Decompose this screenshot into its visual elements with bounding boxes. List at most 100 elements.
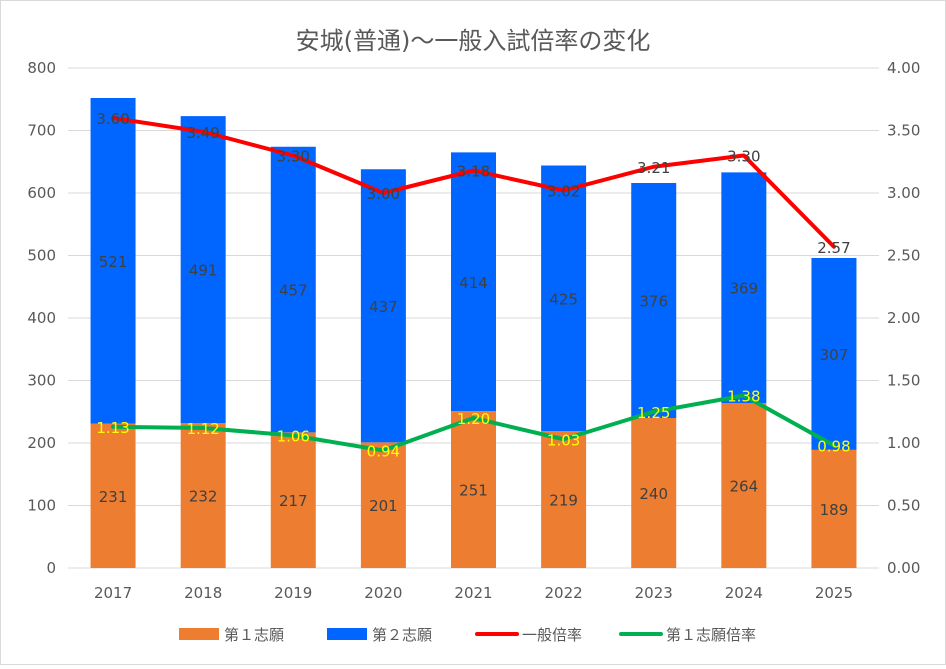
chart-title: 安城(普通)～一般入試倍率の変化 xyxy=(296,27,651,55)
bar-second-choice-2024 xyxy=(721,172,767,403)
general-rate-label: 3.60 xyxy=(96,110,129,128)
left-tick-label: 700 xyxy=(27,122,56,140)
bar-first-choice-2019 xyxy=(270,432,316,568)
x-tick-label: 2022 xyxy=(545,584,583,602)
x-tick-label: 2021 xyxy=(454,584,492,602)
bar-second-choice-2019 xyxy=(270,146,316,433)
bar-first-choice-2025 xyxy=(811,449,857,568)
left-tick-label: 300 xyxy=(27,372,56,390)
left-tick-label: 500 xyxy=(27,247,56,265)
left-tick-label: 0 xyxy=(46,559,56,577)
bar-second-choice-2021 xyxy=(451,152,496,412)
left-tick-label: 800 xyxy=(27,59,56,77)
general-rate-label: 3.02 xyxy=(547,183,580,201)
left-tick-label: 600 xyxy=(27,184,56,202)
bar-first-choice-2023 xyxy=(631,418,677,568)
general-rate-label: 3.30 xyxy=(727,148,760,166)
bar-first-choice-2020 xyxy=(360,442,406,568)
legend-swatch xyxy=(179,628,219,640)
legend-item-1: 第１志願 xyxy=(179,626,284,644)
first-choice-rate-line xyxy=(111,393,836,453)
legend-swatch xyxy=(327,628,367,640)
bar-value-label: 217 xyxy=(279,492,308,510)
general-rate-line xyxy=(111,116,836,249)
right-tick-label: 1.50 xyxy=(887,372,920,390)
bar-value-label: 521 xyxy=(99,253,128,271)
bar-value-label: 307 xyxy=(820,346,849,364)
legend: 第１志願 第２志願 一般倍率 第１志願倍率 xyxy=(179,626,756,644)
bar-first-choice-2024 xyxy=(721,403,767,568)
bar-value-label: 264 xyxy=(730,478,759,496)
bar-second-choice-2020 xyxy=(360,169,406,443)
x-axis: 2017 2018 2019 2020 2021 2022 2023 2024 2025 xyxy=(94,584,853,602)
right-tick-label: 3.50 xyxy=(887,122,920,140)
general-rate-label: 3.00 xyxy=(367,185,400,203)
bar-first-choice-2017 xyxy=(90,423,136,568)
left-tick-label: 100 xyxy=(27,497,56,515)
right-tick-label: 2.00 xyxy=(887,309,920,327)
bar-value-label: 414 xyxy=(459,274,488,292)
bar-value-label: 376 xyxy=(639,293,668,311)
first-choice-rate-label: 1.20 xyxy=(457,410,490,428)
x-tick-label: 2024 xyxy=(725,584,763,602)
bar-value-label: 232 xyxy=(189,488,218,506)
bar-second-choice-2022 xyxy=(541,165,587,432)
bar-value-label: 189 xyxy=(820,501,849,519)
right-tick-label: 4.00 xyxy=(887,59,920,77)
legend-label: 第１志願倍率 xyxy=(666,626,756,644)
general-rate-label: 2.57 xyxy=(817,239,850,257)
bar-value-labels: 231 521 232 491 217 457 201 437 251 414 219 425 240 3… xyxy=(99,253,849,519)
bar-second-choice-2017 xyxy=(90,98,136,424)
right-tick-label: 0.00 xyxy=(887,559,920,577)
right-axis: 0.00 0.50 1.00 1.50 2.00 2.50 3.00 3.50 4.00 xyxy=(887,59,920,577)
right-tick-label: 1.00 xyxy=(887,434,920,452)
bar-value-label: 231 xyxy=(99,488,128,506)
legend-label: 第１志願 xyxy=(224,626,284,644)
x-tick-label: 2023 xyxy=(635,584,673,602)
bar-first-choice-2022 xyxy=(541,431,587,568)
legend-item-3: 一般倍率 xyxy=(475,626,582,644)
first-choice-rate-label: 1.38 xyxy=(727,388,760,406)
rate-labels: 3.60 3.49 3.30 3.00 3.18 3.02 3.21 3.30 2.57 1.13… xyxy=(96,110,850,461)
bar-value-label: 491 xyxy=(189,262,218,280)
first-choice-rate-label: 1.06 xyxy=(277,428,310,446)
bar-second-choice-2023 xyxy=(631,183,677,418)
x-tick-label: 2018 xyxy=(184,584,222,602)
bar-value-label: 219 xyxy=(549,492,578,510)
bar-value-label: 437 xyxy=(369,298,398,316)
general-rate-label: 3.21 xyxy=(637,159,670,177)
right-tick-label: 0.50 xyxy=(887,497,920,515)
x-tick-label: 2020 xyxy=(364,584,402,602)
x-tick-label: 2019 xyxy=(274,584,312,602)
left-tick-label: 400 xyxy=(27,309,56,327)
first-choice-rate-label: 0.94 xyxy=(367,443,400,461)
first-choice-rate-label: 1.25 xyxy=(637,404,670,422)
legend-label: 一般倍率 xyxy=(522,626,582,644)
bar-second-choice-2025 xyxy=(811,258,857,450)
legend-item-2: 第２志願 xyxy=(327,626,432,644)
first-choice-rate-label: 0.98 xyxy=(817,438,850,456)
bar-first-choice-2018 xyxy=(180,423,226,568)
rate-lines xyxy=(111,116,836,453)
x-tick-label: 2017 xyxy=(94,584,132,602)
first-choice-rate-label: 1.12 xyxy=(186,420,219,438)
x-tick-label: 2025 xyxy=(815,584,853,602)
right-tick-label: 3.00 xyxy=(887,184,920,202)
first-choice-rate-label: 1.13 xyxy=(96,419,129,437)
general-rate-label: 3.18 xyxy=(457,163,490,181)
stacked-bars xyxy=(90,98,857,568)
left-axis: 0 100 200 300 400 500 600 700 800 xyxy=(27,59,56,577)
left-tick-label: 200 xyxy=(27,434,56,452)
bar-value-label: 240 xyxy=(639,485,668,503)
legend-label: 第２志願 xyxy=(372,626,432,644)
bar-second-choice-2018 xyxy=(180,116,226,423)
legend-item-4: 第１志願倍率 xyxy=(619,626,756,644)
bar-value-label: 425 xyxy=(549,290,578,308)
bar-value-label: 251 xyxy=(459,482,488,500)
bar-value-label: 201 xyxy=(369,497,398,515)
bar-first-choice-2021 xyxy=(451,411,496,568)
first-choice-rate-label: 1.03 xyxy=(547,431,580,449)
bar-value-label: 457 xyxy=(279,282,308,300)
